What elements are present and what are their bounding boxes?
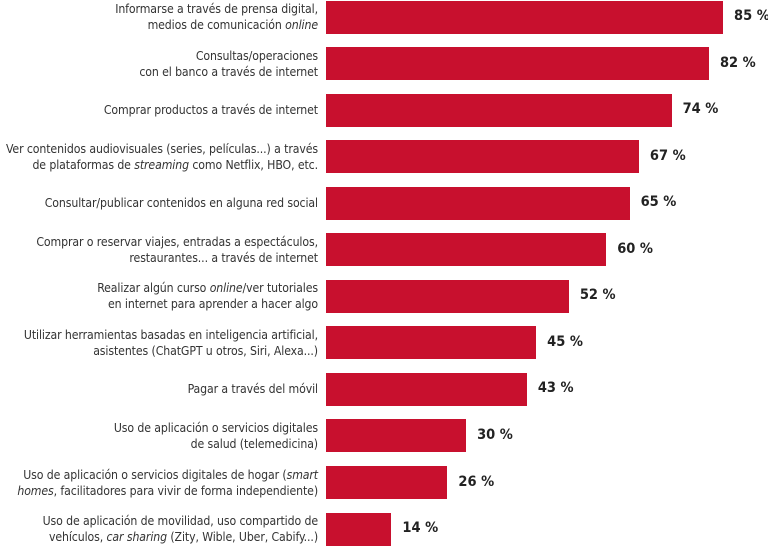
data-label: 67 % — [649, 147, 686, 164]
category-label: Ver contenidos audiovisuales (series, pe… — [6, 141, 318, 173]
label-segment: Pagar a través del móvil — [187, 382, 319, 397]
category-label: Comprar o reservar viajes, entradas a es… — [36, 234, 318, 266]
category-label-line: asistentes (ChatGPT u otros, Siri, Alexa… — [24, 343, 318, 359]
category-label-line: Consultar/publicar contenidos en alguna … — [45, 195, 318, 211]
category-label: Pagar a través del móvil — [187, 381, 319, 397]
label-segment: como Netflix, HBO, etc. — [188, 157, 318, 172]
category-label: Consultar/publicar contenidos en alguna … — [45, 195, 318, 211]
label-segment: de salud (telemedicina) — [190, 436, 318, 451]
bar — [326, 279, 569, 313]
data-label: 74 % — [682, 101, 719, 118]
label-segment: en internet para aprender a hacer algo — [108, 297, 318, 312]
label-segment: smart — [286, 467, 319, 482]
label-segment: /ver tutoriales — [242, 281, 319, 296]
label-segment: car sharing — [106, 530, 168, 545]
bar — [326, 0, 723, 34]
label-segment: Consultar/publicar contenidos en alguna … — [44, 196, 318, 211]
bar — [326, 186, 630, 220]
category-label-line: con el banco a través de internet — [139, 64, 318, 80]
label-segment: Informarse a través de prensa digital, — [115, 2, 318, 16]
label-segment: Uso de aplicación de movilidad, uso comp… — [42, 514, 319, 529]
label-segment: Consultas/operaciones — [195, 48, 318, 63]
label-segment: Uso de aplicación o servicios digitales … — [23, 467, 287, 482]
label-segment: con el banco a través de internet — [139, 64, 318, 79]
category-label-line: medios de comunicación online — [115, 17, 319, 33]
category-label-line: de salud (telemedicina) — [114, 436, 318, 452]
category-label-line: vehículos, car sharing (Zity, Wible, Ube… — [43, 529, 318, 545]
bar — [326, 466, 448, 499]
category-label: Uso de aplicación de movilidad, uso comp… — [42, 513, 319, 545]
category-label-line: Pagar a través del móvil — [187, 381, 319, 397]
label-segment: asistentes (ChatGPT u otros, Siri, Alexa… — [93, 343, 318, 358]
bar — [326, 93, 672, 127]
label-segment: Ver contenidos audiovisuales (series, pe… — [5, 141, 318, 156]
category-label-line: de plataformas de streaming como Netflix… — [6, 157, 318, 173]
category-label: Uso de aplicación o servicios digitales d… — [114, 420, 318, 452]
data-label: 30 % — [477, 426, 513, 443]
data-label: 26 % — [458, 473, 495, 490]
category-label-line: Ver contenidos audiovisuales (series, pe… — [6, 141, 318, 157]
label-segment: Utilizar herramientas basadas en intelig… — [23, 327, 318, 342]
category-label-line: Utilizar herramientas basadas en intelig… — [24, 327, 318, 343]
label-segment: , facilitadores para vivir de forma inde… — [53, 483, 318, 498]
category-label-line: Informarse a través de prensa digital, — [115, 1, 318, 17]
data-label: 85 % — [734, 8, 768, 24]
category-label: Realizar algún curso online/ver tutorial… — [97, 280, 318, 312]
label-segment: restaurantes... a través de internet — [129, 250, 318, 265]
label-segment: homes — [17, 483, 54, 498]
data-label: 43 % — [537, 380, 574, 397]
category-label-line: Uso de aplicación o servicios digitales — [114, 420, 318, 436]
data-label: 52 % — [579, 287, 616, 304]
category-label: Consultas/operaciones con el banco a trav… — [139, 48, 318, 80]
label-segment: online — [209, 281, 243, 296]
bar — [326, 512, 392, 546]
label-segment: de plataformas de — [32, 157, 135, 172]
category-label: Utilizar herramientas basadas en intelig… — [24, 327, 318, 359]
bar — [326, 372, 527, 406]
category-label-line: Uso de aplicación de movilidad, uso comp… — [42, 513, 319, 529]
bar — [326, 47, 709, 81]
category-label-line: homes, facilitadores para vivir de forma… — [17, 483, 318, 499]
bar — [326, 233, 607, 267]
category-label: Informarse a través de prensa digital, me… — [115, 1, 318, 33]
category-label-line: restaurantes... a través de internet — [36, 250, 318, 266]
label-segment: Comprar productos a través de internet — [103, 103, 318, 118]
bar — [326, 140, 639, 174]
label-segment: vehículos, — [48, 530, 107, 545]
label-segment: Uso de aplicación o servicios digitales — [113, 420, 318, 435]
label-segment: streaming — [134, 157, 189, 172]
data-label: 60 % — [617, 240, 653, 257]
data-label: 14 % — [402, 520, 439, 537]
bar — [326, 326, 537, 360]
label-segment: online — [285, 18, 318, 32]
label-segment: (Zity, Wible, Uber, Cabify...) — [166, 530, 318, 545]
label-segment: medios de comunicación — [147, 18, 286, 32]
data-label: 82 % — [719, 54, 756, 71]
category-label: Comprar productos a través de internet — [104, 102, 318, 118]
category-label-line: Comprar productos a través de internet — [104, 102, 318, 118]
category-label-line: Comprar o reservar viajes, entradas a es… — [36, 234, 318, 250]
bar — [326, 419, 467, 453]
data-label: 45 % — [547, 333, 583, 350]
category-label: Uso de aplicación o servicios digitales … — [17, 467, 318, 499]
label-segment: Comprar o reservar viajes, entradas a es… — [36, 234, 318, 249]
category-label-line: Realizar algún curso online/ver tutorial… — [97, 280, 318, 296]
data-label: 65 % — [640, 194, 677, 211]
label-segment: Realizar algún curso — [97, 281, 210, 296]
category-label-line: en internet para aprender a hacer algo — [97, 296, 318, 312]
category-label-line: Uso de aplicación o servicios digitales … — [17, 467, 318, 483]
category-label-line: Consultas/operaciones — [139, 48, 318, 64]
